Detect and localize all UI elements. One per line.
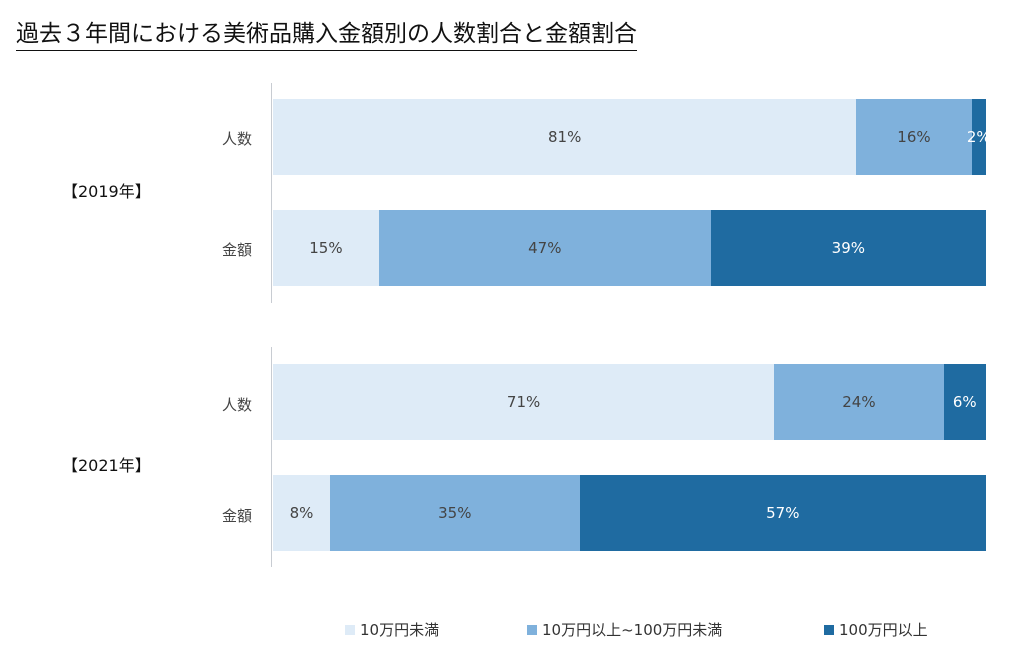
data-label-2021-amount-over-1m: 57%	[766, 504, 800, 522]
legend-item-100k-to-1m: 10万円以上~100万円未満	[527, 619, 722, 640]
data-label-2021-amount-100k-to-1m: 35%	[438, 504, 472, 522]
data-label-2019-amount-100k-to-1m: 47%	[528, 239, 562, 257]
data-label-2021-amount-under-100k: 8%	[289, 504, 314, 522]
axis-line-2021	[271, 347, 272, 567]
data-label-2019-amount-under-100k: 15%	[309, 239, 343, 257]
segment-2019-people-under-100k: 81%	[273, 99, 857, 175]
segment-2019-amount-over-1m: 39%	[710, 210, 986, 286]
bar-2021-amount: 8% 35% 57%	[273, 475, 986, 551]
segment-2021-people-under-100k: 71%	[273, 364, 775, 440]
bar-2019-people: 81% 16% 2%	[273, 99, 991, 175]
segment-2021-amount-100k-to-1m: 35%	[330, 475, 580, 551]
segment-2021-amount-over-1m: 57%	[579, 475, 986, 551]
legend-label-100k-to-1m: 10万円以上~100万円未満	[542, 621, 723, 639]
legend-swatch-100k-to-1m	[527, 624, 537, 635]
data-label-2021-people-100k-to-1m: 24%	[842, 393, 876, 411]
data-label-2019-people-100k-to-1m: 16%	[897, 128, 931, 146]
segment-2021-people-over-1m: 6%	[943, 364, 986, 440]
legend-swatch-under-100k	[345, 624, 355, 635]
legend-item-over-1m: 100万円以上	[824, 619, 928, 640]
group-label-2021: 【2021年】	[62, 456, 151, 475]
row-label-2019-people: 人数	[222, 130, 253, 148]
axis-line-2019	[271, 83, 272, 303]
legend-item-under-100k: 10万円未満	[345, 619, 439, 640]
data-label-2019-people-under-100k: 81%	[548, 128, 582, 146]
legend: 10万円未満 10万円以上~100万円未満 100万円以上	[0, 619, 1024, 639]
segment-2019-amount-100k-to-1m: 47%	[378, 210, 711, 286]
data-label-2021-people-under-100k: 71%	[506, 393, 541, 411]
legend-label-under-100k: 10万円未満	[360, 621, 440, 639]
bar-2021-people: 71% 24% 6%	[273, 364, 986, 440]
data-label-2019-people-over-1m: 2%	[966, 128, 991, 146]
bar-2019-amount: 15% 47% 39%	[273, 210, 986, 286]
group-label-2019: 【2019年】	[62, 182, 151, 201]
data-label-2021-people-over-1m: 6%	[952, 393, 977, 411]
segment-2019-people-100k-to-1m: 16%	[856, 99, 972, 175]
row-label-2021-people: 人数	[222, 396, 253, 414]
segment-2019-people-over-1m: 2%	[967, 99, 991, 175]
segment-2021-people-100k-to-1m: 24%	[774, 364, 944, 440]
segment-2021-amount-under-100k: 8%	[273, 475, 331, 551]
chart-title: 過去３年間における美術品購入金額別の人数割合と金額割合	[16, 14, 637, 51]
row-label-2019-amount: 金額	[222, 241, 253, 259]
legend-label-over-1m: 100万円以上	[839, 621, 928, 639]
row-label-2021-amount: 金額	[222, 507, 253, 525]
data-label-2019-amount-over-1m: 39%	[831, 239, 865, 257]
segment-2019-amount-under-100k: 15%	[273, 210, 379, 286]
legend-swatch-over-1m	[824, 624, 834, 635]
